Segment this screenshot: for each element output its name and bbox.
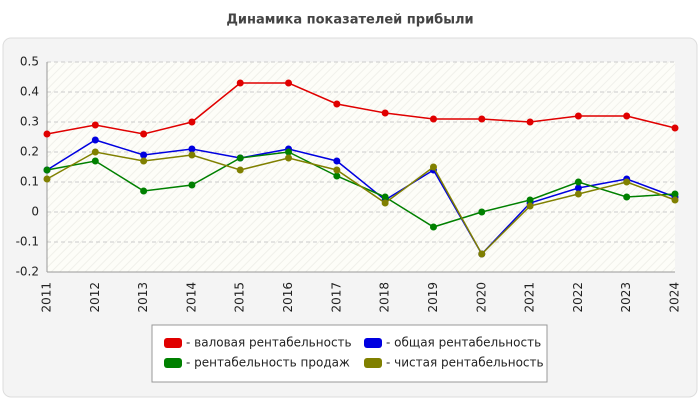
x-tick-label: 2013 bbox=[136, 282, 150, 313]
data-point bbox=[526, 196, 534, 204]
legend-label: - чистая рентабельность bbox=[386, 356, 544, 370]
data-point bbox=[623, 112, 631, 120]
legend: - валовая рентабельность - общая рентабел… bbox=[151, 324, 548, 383]
data-point bbox=[91, 148, 99, 156]
data-point bbox=[526, 118, 534, 126]
data-point bbox=[188, 118, 196, 126]
data-point bbox=[188, 145, 196, 153]
data-point bbox=[333, 172, 341, 180]
x-tick-label: 2021 bbox=[523, 282, 537, 313]
x-tick-label: 2019 bbox=[426, 282, 440, 313]
data-point bbox=[236, 79, 244, 87]
data-point bbox=[381, 199, 389, 207]
x-tick-label: 2018 bbox=[378, 282, 392, 313]
y-tick-label: -0.2 bbox=[16, 265, 39, 279]
plot-area bbox=[47, 62, 675, 272]
data-point bbox=[285, 79, 293, 87]
y-tick-label: 0.1 bbox=[20, 175, 39, 189]
data-point bbox=[526, 202, 534, 210]
data-point bbox=[91, 136, 99, 144]
data-point bbox=[236, 154, 244, 162]
data-point bbox=[429, 223, 437, 231]
x-tick-label: 2012 bbox=[88, 282, 102, 313]
data-point bbox=[333, 100, 341, 108]
legend-swatch bbox=[164, 358, 182, 368]
x-tick-label: 2022 bbox=[571, 282, 585, 313]
data-point bbox=[285, 154, 293, 162]
data-point bbox=[285, 148, 293, 156]
x-tick-label: 2016 bbox=[281, 282, 295, 313]
x-tick-label: 2020 bbox=[474, 282, 488, 313]
data-point bbox=[43, 175, 51, 183]
legend-label: - рентабельность продаж bbox=[186, 356, 350, 370]
legend-swatch bbox=[364, 358, 382, 368]
x-tick-label: 2023 bbox=[619, 282, 633, 313]
data-point bbox=[43, 166, 51, 174]
data-point bbox=[188, 151, 196, 159]
data-point bbox=[478, 250, 486, 258]
series-line bbox=[46, 151, 676, 256]
data-point bbox=[429, 115, 437, 123]
legend-swatch bbox=[164, 338, 182, 348]
y-tick-label: 0.3 bbox=[20, 115, 39, 129]
y-tick-label: 0 bbox=[31, 205, 39, 219]
data-point bbox=[333, 157, 341, 165]
data-point bbox=[91, 157, 99, 165]
data-point bbox=[381, 193, 389, 201]
y-tick-label: -0.1 bbox=[16, 235, 39, 249]
legend-label: - валовая рентабельность bbox=[186, 336, 352, 350]
x-tick-label: 2017 bbox=[329, 282, 343, 313]
data-point bbox=[236, 166, 244, 174]
data-point bbox=[623, 193, 631, 201]
data-point bbox=[478, 115, 486, 123]
x-tick-label: 2014 bbox=[184, 282, 198, 313]
data-point bbox=[671, 124, 679, 132]
data-point bbox=[140, 157, 148, 165]
data-point bbox=[140, 151, 148, 159]
data-point bbox=[478, 208, 486, 216]
legend-label: - общая рентабельность bbox=[386, 336, 541, 350]
data-point bbox=[140, 130, 148, 138]
data-point bbox=[333, 166, 341, 174]
y-tick-label: 0.2 bbox=[20, 145, 39, 159]
data-point bbox=[671, 196, 679, 204]
chart-title: Динамика показателей прибыли bbox=[226, 13, 473, 28]
data-point bbox=[574, 184, 582, 192]
data-point bbox=[91, 121, 99, 129]
legend-box bbox=[151, 324, 548, 383]
y-tick-label: 0.5 bbox=[20, 55, 39, 69]
x-tick-label: 2015 bbox=[233, 282, 247, 313]
series-line bbox=[46, 82, 676, 135]
y-tick-label: 0.4 bbox=[20, 85, 39, 99]
data-point bbox=[623, 178, 631, 186]
data-point bbox=[429, 163, 437, 171]
data-point bbox=[671, 190, 679, 198]
data-point bbox=[43, 130, 51, 138]
legend-swatch bbox=[364, 338, 382, 348]
series-line bbox=[46, 139, 676, 256]
data-point bbox=[574, 178, 582, 186]
data-point bbox=[381, 109, 389, 117]
data-point bbox=[140, 187, 148, 195]
x-tick-label: 2011 bbox=[40, 282, 54, 313]
data-point bbox=[574, 112, 582, 120]
data-point bbox=[188, 181, 196, 189]
data-point bbox=[574, 190, 582, 198]
x-tick-label: 2024 bbox=[668, 282, 682, 313]
